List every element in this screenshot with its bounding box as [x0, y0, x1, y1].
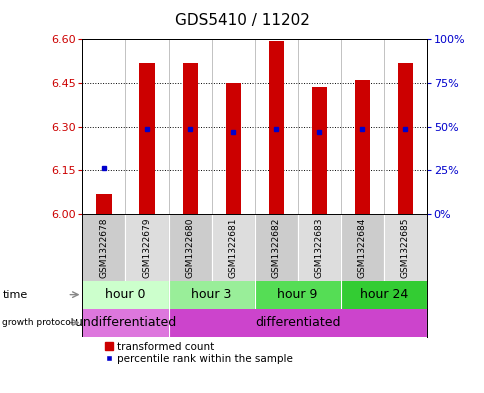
- Text: GSM1322682: GSM1322682: [271, 217, 280, 277]
- Bar: [225, 83, 240, 214]
- Bar: [383, 214, 426, 281]
- Text: GSM1322678: GSM1322678: [99, 217, 108, 278]
- Text: differentiated: differentiated: [255, 316, 340, 329]
- Text: GSM1322683: GSM1322683: [314, 217, 323, 278]
- Bar: [96, 194, 111, 214]
- Bar: [125, 214, 168, 281]
- Text: GSM1322680: GSM1322680: [185, 217, 194, 278]
- Legend: transformed count, percentile rank within the sample: transformed count, percentile rank withi…: [105, 342, 293, 364]
- Text: hour 3: hour 3: [191, 288, 231, 301]
- Text: undifferentiated: undifferentiated: [75, 316, 176, 329]
- Bar: [168, 309, 426, 336]
- Text: hour 9: hour 9: [277, 288, 317, 301]
- Text: GSM1322685: GSM1322685: [400, 217, 409, 278]
- Bar: [82, 281, 168, 309]
- Bar: [254, 214, 297, 281]
- Bar: [254, 281, 340, 309]
- Text: GSM1322679: GSM1322679: [142, 217, 151, 278]
- Bar: [211, 214, 254, 281]
- Bar: [268, 41, 283, 214]
- Bar: [354, 80, 369, 214]
- Bar: [340, 281, 426, 309]
- Bar: [168, 281, 254, 309]
- Bar: [168, 214, 211, 281]
- Bar: [139, 62, 154, 214]
- Text: time: time: [2, 290, 28, 299]
- Bar: [82, 309, 168, 336]
- Bar: [297, 214, 340, 281]
- Bar: [182, 62, 197, 214]
- Text: GSM1322681: GSM1322681: [228, 217, 237, 278]
- Bar: [311, 87, 326, 214]
- Text: hour 24: hour 24: [359, 288, 407, 301]
- Text: hour 0: hour 0: [105, 288, 146, 301]
- Bar: [340, 214, 383, 281]
- Text: growth protocol: growth protocol: [2, 318, 74, 327]
- Text: GDS5410 / 11202: GDS5410 / 11202: [175, 13, 309, 28]
- Bar: [397, 62, 412, 214]
- Text: GSM1322684: GSM1322684: [357, 217, 366, 277]
- Bar: [82, 214, 125, 281]
